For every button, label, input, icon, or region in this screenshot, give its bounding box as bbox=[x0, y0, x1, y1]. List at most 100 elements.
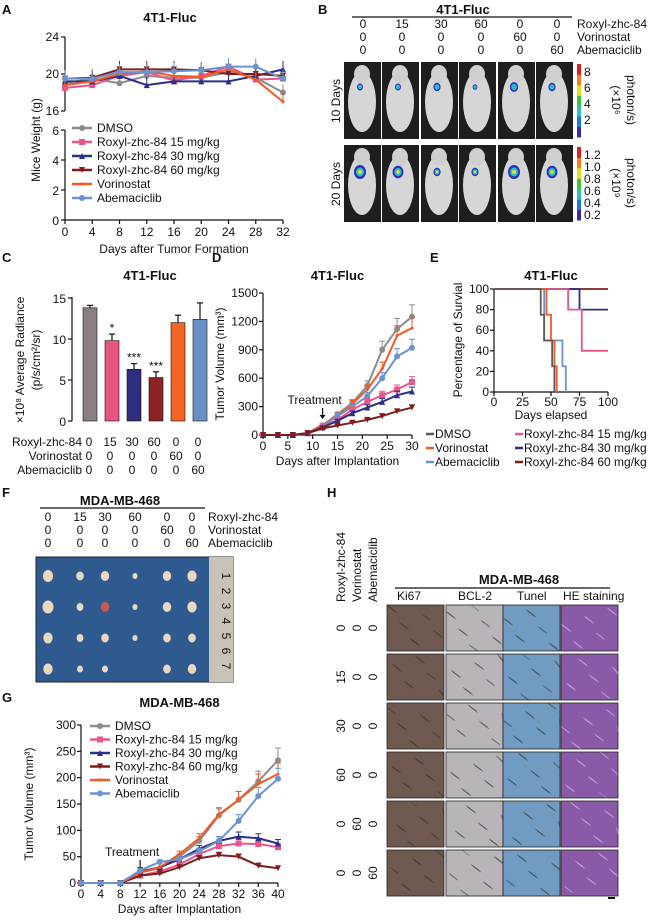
data-point bbox=[215, 843, 222, 850]
tissue-texture bbox=[413, 859, 423, 867]
histology-image bbox=[386, 604, 445, 652]
colorbar-tick-label: 8 bbox=[584, 65, 591, 79]
dose-label: 30 bbox=[434, 17, 448, 31]
tissue-texture bbox=[412, 858, 422, 866]
tissue-texture bbox=[506, 880, 516, 887]
tissue-texture bbox=[536, 830, 546, 838]
tissue-texture bbox=[582, 819, 592, 827]
tissue-texture bbox=[496, 653, 504, 661]
colorbar-tick-label: 0.4 bbox=[584, 196, 601, 210]
tissue-texture bbox=[386, 604, 396, 612]
stain-tile bbox=[502, 702, 561, 750]
y-axis-label: Percentage of Survial bbox=[451, 283, 465, 398]
tissue-texture bbox=[554, 660, 561, 668]
histology-image bbox=[445, 604, 504, 652]
dose-label: 0 bbox=[45, 523, 52, 537]
tumor bbox=[162, 571, 172, 581]
data-point bbox=[89, 75, 96, 82]
data-point bbox=[255, 793, 262, 800]
data-point bbox=[409, 378, 415, 385]
tissue-texture bbox=[441, 808, 445, 815]
dose-label: 60 bbox=[334, 768, 348, 782]
stain-tile bbox=[560, 800, 619, 848]
data-point bbox=[171, 68, 177, 75]
x-tick-label: 0 bbox=[260, 439, 267, 453]
tissue-texture bbox=[599, 751, 609, 759]
tissue-texture bbox=[446, 611, 456, 619]
tissue-texture bbox=[600, 691, 610, 699]
tissue-texture bbox=[514, 736, 524, 744]
tissue-texture bbox=[577, 658, 587, 665]
bioluminescence-signal bbox=[550, 170, 554, 174]
tissue-texture bbox=[589, 777, 599, 785]
tissue-texture bbox=[584, 616, 594, 624]
data-point bbox=[364, 416, 371, 423]
tissue-texture bbox=[474, 765, 484, 772]
tissue-texture bbox=[546, 804, 556, 811]
tumor bbox=[100, 571, 110, 581]
tissue-texture bbox=[548, 642, 558, 650]
tissue-texture bbox=[616, 725, 619, 732]
column-header: BCL-2 bbox=[458, 589, 492, 603]
legend-label: Roxyl-zhc-84 30 mg/kg bbox=[524, 441, 647, 455]
tissue-texture bbox=[485, 781, 495, 789]
tissue-texture bbox=[426, 775, 436, 782]
mouse-head bbox=[508, 148, 524, 166]
dose-label: 0 bbox=[350, 673, 364, 680]
tissue-texture bbox=[459, 629, 469, 637]
tissue-texture bbox=[473, 661, 483, 669]
tissue-texture bbox=[611, 768, 619, 776]
colorbar-segment bbox=[577, 188, 581, 200]
tissue-texture bbox=[459, 889, 469, 896]
tumor bbox=[43, 632, 53, 644]
tissue-texture bbox=[478, 720, 488, 728]
tissue-texture bbox=[474, 662, 484, 670]
tissue-texture bbox=[515, 635, 525, 642]
tissue-texture bbox=[425, 774, 435, 781]
chart-title: 4T1-Fluc bbox=[524, 268, 577, 283]
mouse-head bbox=[431, 148, 447, 166]
dose-label: 0 bbox=[350, 771, 364, 778]
tumor bbox=[101, 633, 109, 643]
data-point bbox=[275, 757, 281, 764]
tissue-texture bbox=[541, 786, 551, 794]
panel-title: 4T1-Fluc bbox=[436, 2, 489, 17]
tissue-texture bbox=[600, 752, 610, 760]
tissue-texture bbox=[503, 618, 513, 625]
dose-label: 15 bbox=[73, 510, 87, 524]
data-point bbox=[394, 386, 401, 393]
data-point bbox=[255, 835, 262, 842]
tissue-texture bbox=[498, 655, 504, 663]
group-dose-label: 0 bbox=[129, 449, 136, 463]
mouse-head bbox=[546, 65, 562, 83]
tissue-texture bbox=[574, 860, 584, 868]
tissue-texture bbox=[455, 831, 465, 838]
tissue-texture bbox=[518, 855, 528, 863]
tissue-texture bbox=[483, 882, 493, 889]
tissue-texture bbox=[529, 872, 539, 879]
tissue-texture bbox=[423, 874, 433, 882]
tissue-texture bbox=[424, 875, 434, 883]
dose-label: 0 bbox=[366, 624, 380, 631]
bar bbox=[170, 322, 186, 422]
x-tick-label: 30 bbox=[405, 439, 419, 453]
y-tick-label: 250 bbox=[56, 744, 76, 758]
tissue-texture bbox=[598, 792, 608, 799]
legend-marker bbox=[97, 723, 103, 729]
panel-letter-e: E bbox=[430, 250, 439, 265]
y-tick-label: 200 bbox=[56, 771, 76, 785]
tissue-texture bbox=[461, 788, 471, 796]
tissue-texture bbox=[593, 835, 603, 843]
data-point bbox=[198, 78, 205, 85]
group-dose-label: 30 bbox=[125, 435, 139, 449]
mouse-image bbox=[421, 62, 458, 139]
tissue-texture bbox=[580, 817, 590, 825]
tissue-texture bbox=[605, 708, 615, 716]
y-tick-label: 16 bbox=[46, 104, 60, 118]
tissue-texture bbox=[502, 719, 512, 727]
tissue-texture bbox=[479, 721, 489, 729]
mouse-image bbox=[536, 62, 573, 139]
tissue-texture bbox=[458, 628, 468, 636]
x-tick-label: 32 bbox=[232, 887, 246, 901]
tissue-texture bbox=[462, 686, 472, 694]
